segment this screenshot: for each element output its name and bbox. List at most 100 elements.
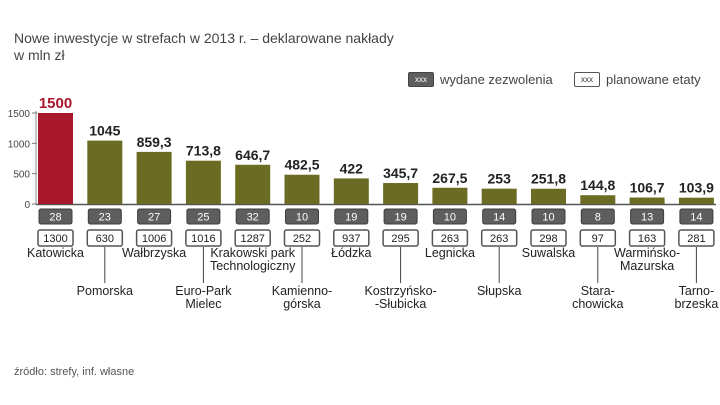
category-label: Mazurska <box>620 259 674 273</box>
permits-value: 27 <box>148 212 160 224</box>
jobs-box <box>678 229 715 247</box>
permits-box <box>531 208 566 225</box>
category-label: górska <box>283 297 321 311</box>
category-label: Technologiczny <box>210 259 296 273</box>
legend-permits-label: wydane zezwolenia <box>440 72 553 87</box>
permits-box <box>186 208 221 225</box>
bar-value-label: 713,8 <box>186 143 221 159</box>
category-label: brzeska <box>675 297 719 311</box>
bar <box>38 113 73 204</box>
permits-value: 19 <box>394 212 406 224</box>
bar-value-label: 253 <box>488 171 512 187</box>
jobs-value: 295 <box>391 233 409 245</box>
jobs-value: 263 <box>490 233 508 245</box>
jobs-value: 1300 <box>43 233 67 245</box>
category-label: Krakowski park <box>210 246 295 260</box>
permits-value: 28 <box>49 212 61 224</box>
category-label: Łódzka <box>331 246 371 260</box>
jobs-value: 1287 <box>240 233 264 245</box>
permits-value: 32 <box>247 212 259 224</box>
jobs-value: 97 <box>592 233 604 245</box>
bar <box>136 151 172 204</box>
category-label: Kamienno- <box>272 284 332 298</box>
permits-box <box>432 208 467 225</box>
category-label: Legnicka <box>425 246 475 260</box>
bar <box>235 164 271 204</box>
permits-box <box>334 208 369 225</box>
y-tick-label: 500 <box>13 170 30 181</box>
permits-value: 23 <box>99 212 111 224</box>
bar <box>481 188 517 204</box>
jobs-value: 937 <box>342 233 360 245</box>
bar <box>383 183 419 204</box>
category-label: Słupska <box>477 284 522 298</box>
bar-value-label: 482,5 <box>284 157 319 173</box>
legend-jobs-label: planowane etaty <box>606 72 701 87</box>
permits-value: 14 <box>690 212 702 224</box>
y-tick-label: 0 <box>24 200 30 211</box>
jobs-box <box>185 229 222 247</box>
permits-box <box>137 208 172 225</box>
legend-jobs-swatch: xxx <box>574 72 600 87</box>
permits-box <box>482 208 517 225</box>
bar <box>432 187 468 204</box>
permits-box <box>383 208 418 225</box>
bar-value-label: 1500 <box>39 95 72 112</box>
jobs-value: 163 <box>638 233 656 245</box>
jobs-value: 281 <box>687 233 705 245</box>
permits-box <box>580 208 615 225</box>
jobs-box <box>86 229 124 247</box>
category-label: Stara- <box>581 284 615 298</box>
permits-value: 10 <box>444 212 456 224</box>
jobs-box <box>530 229 567 247</box>
bar <box>185 160 221 204</box>
category-label: -Słubicka <box>375 297 426 311</box>
bar-value-label: 1045 <box>89 123 120 139</box>
category-label: Euro-Park <box>175 284 232 298</box>
permits-value: 25 <box>197 212 209 224</box>
category-label: Mielec <box>185 297 221 311</box>
category-label: chowicka <box>572 297 623 311</box>
bar-value-label: 646,7 <box>235 147 270 163</box>
category-label: Wałbrzyska <box>122 246 186 260</box>
permits-box <box>38 208 73 225</box>
jobs-value: 630 <box>96 233 114 245</box>
permits-box <box>87 208 122 225</box>
jobs-box <box>480 229 518 247</box>
legend-jobs: xxx planowane etaty <box>574 72 701 87</box>
bar-value-label: 106,7 <box>630 180 665 196</box>
permits-value: 19 <box>345 212 357 224</box>
bar-value-label: 251,8 <box>531 171 566 187</box>
jobs-box <box>628 229 666 247</box>
category-label: Kostrzyńsko- <box>364 284 436 298</box>
bar <box>531 188 566 204</box>
chart-title: Nowe inwestycje w strefach w 2013 r. – d… <box>14 30 394 46</box>
bar-value-label: 345,7 <box>383 165 418 181</box>
jobs-box <box>37 229 74 247</box>
jobs-box <box>579 229 617 247</box>
source-note: źródło: strefy, inf. własne <box>14 366 135 378</box>
permits-value: 14 <box>493 212 505 224</box>
category-label: Tarno- <box>679 284 714 298</box>
permits-value: 8 <box>595 212 601 224</box>
jobs-box <box>333 229 370 247</box>
jobs-value: 1016 <box>191 233 215 245</box>
y-tick-label: 1000 <box>8 139 31 150</box>
jobs-box <box>283 229 321 247</box>
bar-value-label: 103,9 <box>679 180 714 196</box>
permits-box <box>679 208 714 225</box>
jobs-box <box>382 229 419 247</box>
category-label: Katowicka <box>27 246 84 260</box>
legend-permits-swatch: xxx <box>408 72 434 87</box>
permits-value: 13 <box>641 212 653 224</box>
bar <box>333 178 369 204</box>
jobs-box <box>234 229 271 247</box>
permits-value: 10 <box>296 212 308 224</box>
jobs-value: 252 <box>293 233 311 245</box>
permits-value: 10 <box>542 212 554 224</box>
bar <box>284 174 320 204</box>
category-label: Pomorska <box>77 284 133 298</box>
bar <box>678 197 714 204</box>
jobs-box <box>431 229 469 247</box>
